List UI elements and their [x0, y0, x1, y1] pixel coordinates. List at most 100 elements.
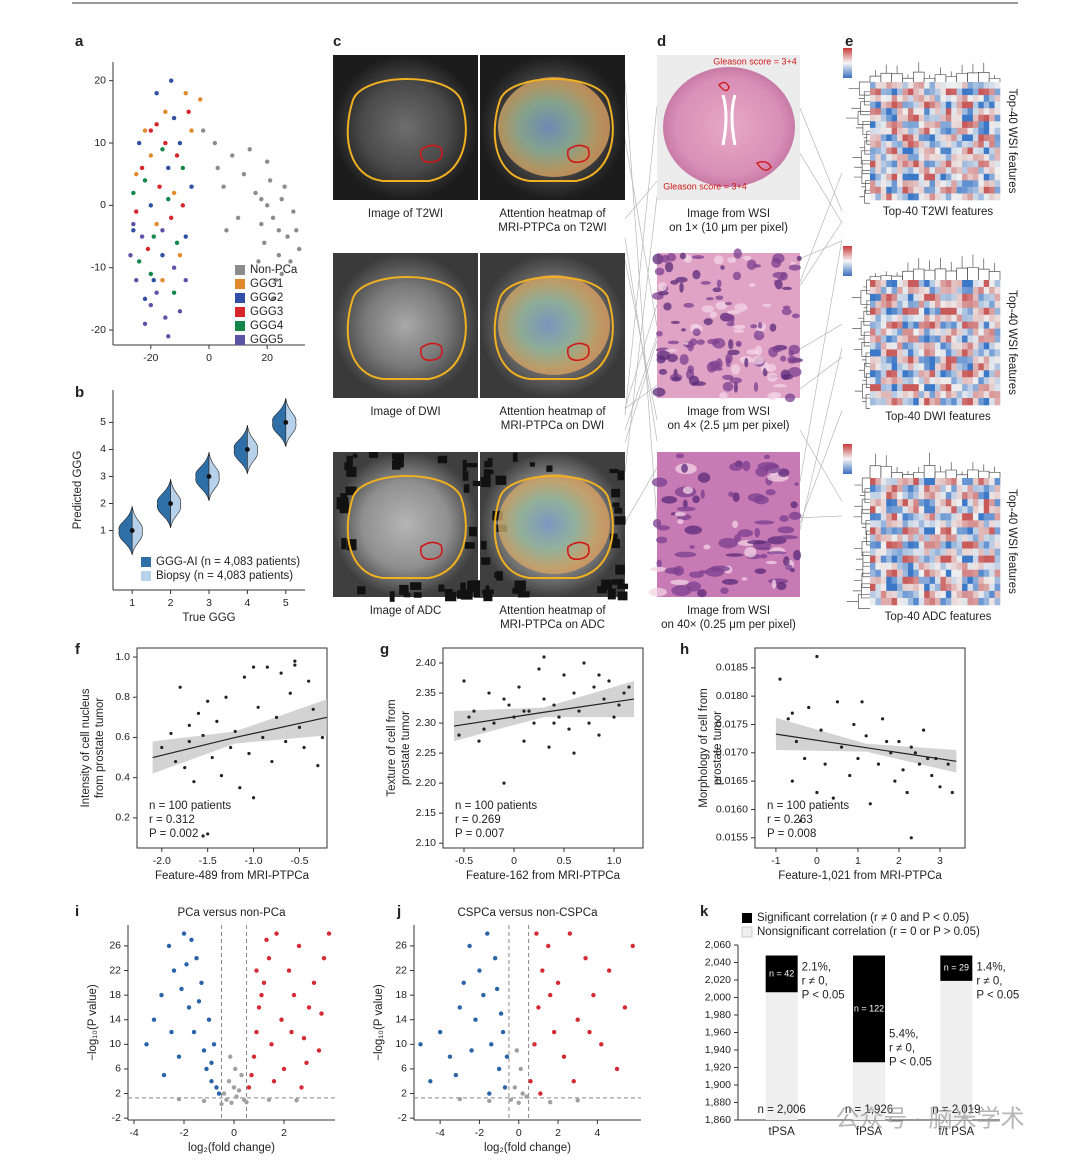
wsi-texture: [788, 511, 802, 520]
heatmap-cell: [902, 342, 909, 350]
heatmap-cell: [886, 363, 892, 371]
scatter-point: [522, 739, 526, 743]
heatmap-cell: [907, 555, 914, 563]
heatmap-cell: [951, 478, 957, 486]
scatter-point: [536, 1005, 541, 1010]
image-caption: on 1× (10 μm per pixel): [669, 222, 788, 234]
mri-speckle: [345, 486, 357, 493]
scatter-point: [517, 685, 521, 689]
heatmap-cell: [951, 506, 957, 514]
heatmap-cell: [940, 141, 947, 148]
dendrogram: [852, 583, 870, 599]
violin-half: [208, 452, 220, 501]
dendrogram: [854, 160, 870, 175]
heatmap-cell: [924, 286, 930, 295]
scatter-point: [537, 667, 541, 671]
y-tick-label: 2,000: [705, 991, 731, 1003]
heatmap-cell: [989, 286, 995, 295]
scatter-point: [254, 968, 259, 973]
y-tick-label: -20: [91, 324, 106, 336]
y-tick-label: 18: [109, 989, 121, 1001]
x-tick-label: -4: [129, 1127, 138, 1139]
scatter-point: [177, 253, 183, 258]
heatmap-cell: [978, 527, 985, 535]
heatmap-cell: [945, 147, 952, 155]
scatter-point: [221, 1091, 227, 1096]
heatmap-cell: [924, 478, 930, 486]
scatter-point: [597, 733, 601, 737]
scatter-point: [181, 931, 187, 936]
heatmap-cell: [989, 121, 995, 129]
heatmap-cell: [962, 101, 968, 109]
y-tick-label: 2.35: [416, 687, 437, 699]
heatmap-cell: [913, 280, 920, 288]
wsi-texture: [777, 526, 795, 534]
heatmap-cell: [962, 114, 968, 122]
heatmap-cell: [929, 541, 936, 549]
heatmap-cell: [902, 307, 909, 316]
heatmap-cell: [989, 88, 995, 96]
heatmap-cell: [875, 363, 882, 371]
heatmap-cell: [913, 499, 920, 507]
heatmap-cell: [870, 562, 876, 571]
scatter-point: [262, 240, 267, 245]
mri-speckle: [392, 459, 401, 470]
heatmap-cell: [989, 280, 995, 288]
heatmap-cell: [913, 141, 920, 148]
scatter-point: [160, 228, 165, 233]
heatmap-cell: [967, 280, 974, 288]
plot-frame: [754, 647, 966, 849]
heatmap-cell: [907, 590, 914, 599]
heatmap-cell: [940, 391, 947, 399]
heatmap-cell: [886, 193, 892, 201]
heatmap-cell: [918, 492, 925, 500]
panel-letter: f: [75, 641, 81, 658]
heatmap-cell: [989, 160, 995, 168]
wsi-texture: [692, 328, 701, 337]
heatmap-cell: [994, 173, 1001, 181]
heatmap-cell: [929, 280, 936, 288]
heatmap-cell: [929, 583, 936, 592]
heatmap-cell: [886, 121, 892, 129]
wsi-texture: [715, 358, 723, 370]
scatter-point: [174, 240, 180, 245]
heatmap-cell: [870, 485, 876, 493]
heatmap-cell: [967, 384, 974, 392]
scatter-point: [179, 986, 184, 992]
scatter-point: [909, 836, 913, 840]
scatter-point: [803, 756, 807, 761]
heatmap-cell: [913, 569, 920, 578]
heatmap-cell: [924, 548, 930, 556]
fit-line: [775, 733, 957, 762]
heatmap-cell: [924, 321, 930, 329]
mri-speckle: [614, 507, 623, 514]
scatter-point: [154, 122, 159, 127]
wsi-texture: [754, 527, 760, 538]
legend-label: GGG5: [250, 334, 283, 346]
heatmap-cell: [935, 583, 941, 592]
heatmap-cell: [978, 193, 985, 201]
heatmap-cell: [956, 293, 963, 302]
heatmap-cell: [924, 506, 930, 514]
scatter-point: [200, 128, 206, 133]
scatter-point: [168, 215, 174, 221]
heatmap-cell: [935, 513, 941, 521]
dendrogram: [988, 75, 1001, 82]
scatter-point: [282, 184, 287, 189]
prostate-outline: [346, 78, 467, 182]
mri-speckle: [615, 564, 625, 575]
heatmap-cell: [951, 520, 957, 528]
scatter-point: [187, 723, 191, 727]
heatmap-cell: [924, 167, 930, 175]
heatmap-cell: [956, 562, 963, 571]
heatmap-cell: [913, 555, 920, 563]
x-tick-label: 1.0: [607, 855, 622, 867]
heatmap-cell: [907, 485, 914, 493]
heatmap-cell: [907, 82, 914, 89]
heatmap-cell: [972, 349, 979, 357]
heatmap-cell: [929, 398, 936, 406]
mri-speckle: [617, 470, 625, 481]
scatter-point: [552, 721, 556, 725]
scatter-point: [251, 665, 256, 669]
mri-speckle: [473, 590, 485, 598]
